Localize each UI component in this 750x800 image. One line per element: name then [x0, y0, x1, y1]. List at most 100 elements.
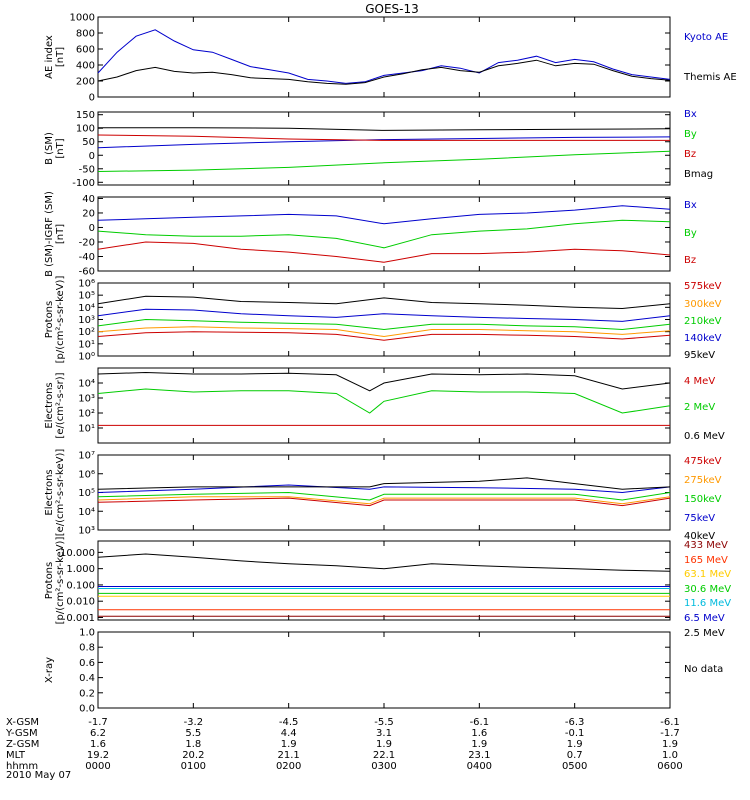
footer-row-label: hhmm [6, 761, 38, 772]
y-axis-label: AE index[nT] [44, 35, 66, 79]
series-bz [97, 241, 671, 263]
y-tick-label: 10⁷ [78, 451, 95, 462]
series-bz [97, 134, 670, 141]
y-axis-label: B (SM)-IGRF (SM)[nT] [44, 191, 66, 277]
y-tick-label: 10⁶ [78, 279, 95, 290]
y-tick-label: 10⁰ [78, 352, 95, 363]
y-tick-label: 1.000 [66, 564, 95, 575]
legend-bmag: Bmag [684, 169, 713, 180]
footer-value: 22.1 [373, 750, 395, 761]
footer-value: 1.9 [567, 739, 583, 750]
footer-table: 2010 May 07 X-GSM -1.7 -3.2 -4.5 -5.5 -6.1 -6.… [5, 717, 683, 781]
annotation-no-data: No data [684, 664, 723, 675]
legend-30-6-mev: 30.6 MeV [684, 584, 731, 595]
y-tick-label: 10⁴ [78, 303, 95, 314]
footer-row-label: MLT [6, 750, 26, 761]
legend-40kev: 40keV [684, 531, 715, 542]
legend-11-6-mev: 11.6 MeV [684, 598, 731, 609]
y-axis-label-line: Protons [44, 562, 55, 599]
legend-75kev: 75keV [684, 513, 715, 524]
series-210kev [97, 318, 671, 331]
y-axis-label: Electrons[e/(cm²-s-sr-keV)] [44, 449, 66, 537]
y-tick-label: 0 [89, 93, 95, 104]
legend-bx: Bx [684, 200, 697, 211]
y-axis-label-line: [nT] [55, 47, 66, 67]
legend-by: By [684, 228, 697, 239]
y-tick-label: -50 [79, 164, 95, 175]
y-tick-label: 10² [78, 327, 95, 338]
y-tick-label: 10² [78, 409, 95, 420]
footer-value: 23.1 [468, 750, 490, 761]
legend-by: By [684, 129, 697, 140]
footer-value: 0600 [657, 761, 682, 772]
panel-1: 0 200 400 600 800 1000 AE index[nT] Kyoto AE The… [44, 13, 737, 104]
legend-475kev: 475keV [684, 456, 722, 467]
legend-themis-ae: Themis AE [683, 72, 737, 83]
footer-value: -5.5 [374, 717, 394, 728]
series-by [97, 219, 671, 249]
footer-row-z-gsm: Z-GSM 1.6 1.8 1.9 1.9 1.9 1.9 1.9 [6, 739, 678, 750]
panel-frame [97, 367, 671, 444]
y-axis-label-line: X-ray [44, 657, 55, 683]
y-tick-label: 800 [76, 29, 95, 40]
y-tick-label: 0 [89, 223, 95, 234]
legend-2-5-mev: 2.5 MeV [684, 628, 725, 639]
legend-300kev: 300keV [684, 299, 722, 310]
y-tick-label: 0 [89, 151, 95, 162]
y-axis-label-line: [nT] [55, 138, 66, 158]
footer-value: 1.8 [185, 739, 201, 750]
footer-value: 1.9 [662, 739, 678, 750]
footer-value: 6.2 [90, 728, 106, 739]
legend-575kev: 575keV [684, 281, 722, 292]
series-2-mev [97, 388, 671, 414]
panel-frame [97, 631, 671, 709]
y-tick-label: -60 [79, 267, 95, 278]
figure-title: GOES-13 [365, 2, 419, 16]
footer-value: 0500 [562, 761, 587, 772]
y-tick-label: 0.2 [79, 688, 95, 699]
y-tick-label: 150 [76, 110, 95, 121]
footer-value: -6.1 [470, 717, 490, 728]
legend-63-1-mev: 63.1 MeV [684, 569, 731, 580]
footer-value: -4.5 [279, 717, 299, 728]
footer-value: 0400 [467, 761, 492, 772]
y-tick-label: 1.0 [79, 628, 95, 639]
y-axis-label-line: AE index [44, 35, 55, 79]
y-tick-label: -40 [79, 252, 95, 263]
footer-row-label: Z-GSM [6, 739, 39, 750]
footer-value: 3.1 [376, 728, 392, 739]
y-tick-label: 400 [76, 61, 95, 72]
y-axis-label: Electrons[e/(cm²-s-sr)] [44, 372, 66, 438]
series-0-6-mev [97, 371, 671, 392]
footer-row-mlt: MLT 19.2 20.2 21.1 22.1 23.1 0.7 1.0 [6, 750, 678, 761]
y-axis-label-line: [p/(cm²-s-sr-keV)] [55, 276, 66, 364]
y-tick-label: 10³ [78, 394, 95, 405]
series-bmag [98, 127, 671, 131]
y-tick-label: 0.010 [66, 597, 95, 608]
legend-433-mev: 433 MeV [684, 540, 728, 551]
panel-2: -100 -50 0 50 100 150 B (SM)[nT] Bx By Bz Bmag [44, 109, 713, 189]
series-themis-ae [97, 59, 671, 85]
legend-165-mev: 165 MeV [684, 555, 728, 566]
footer-value: -6.3 [565, 717, 585, 728]
legend-0-6-mev: 0.6 MeV [684, 431, 725, 442]
panel-3: -60 -40 -20 0 20 40 B (SM)-IGRF (SM)[nT] Bx By Bz [44, 191, 697, 277]
y-tick-label: 10¹ [78, 424, 95, 435]
footer-value: 0000 [85, 761, 110, 772]
series-2-5-mev [97, 553, 671, 572]
panel-6: 10³ 10⁴ 10⁵ 10⁶ 10⁷ Electrons[e/(cm²-s-sr-keV… [44, 449, 722, 542]
y-tick-label: 10⁴ [78, 507, 95, 518]
footer-value: 1.6 [471, 728, 487, 739]
panel-8: 0.0 0.2 0.4 0.6 0.8 1.0 X-ray No data [44, 628, 723, 715]
series-575kev [97, 331, 671, 341]
y-tick-label: 0.4 [79, 673, 95, 684]
legend-bz: Bz [684, 149, 696, 160]
series-95kev [97, 295, 671, 310]
legend-150kev: 150keV [684, 494, 722, 505]
panel-frame [97, 16, 671, 98]
series-bx [97, 136, 671, 149]
footer-value: 1.6 [90, 739, 106, 750]
y-tick-label: 10⁵ [78, 488, 95, 499]
y-axis-label: Protons[p/(cm²-s-sr-keV)] [44, 537, 66, 625]
